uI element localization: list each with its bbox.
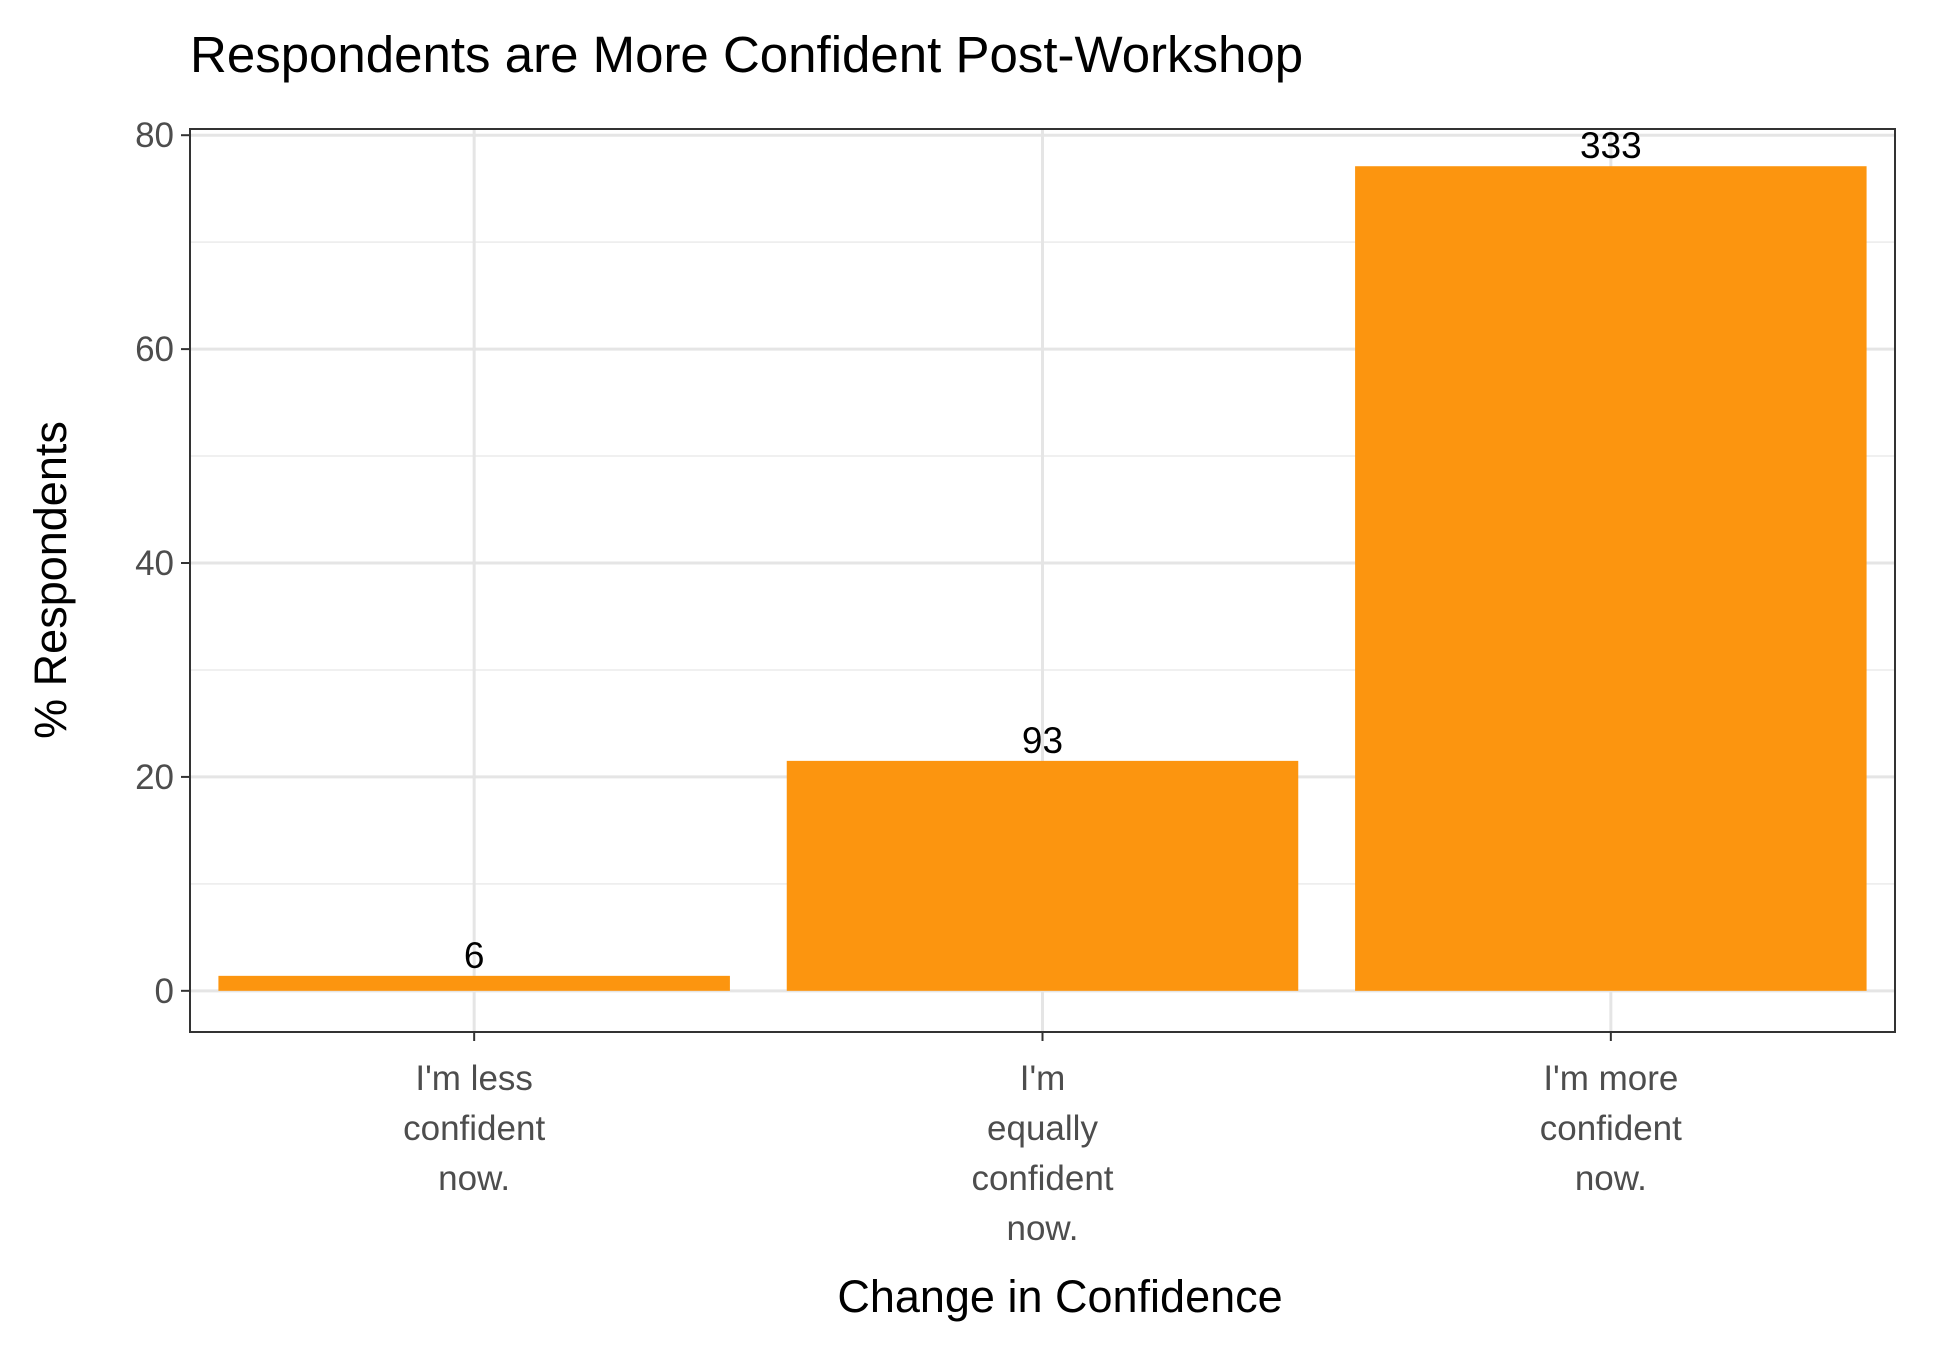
y-tick-label: 0 — [155, 972, 174, 1011]
bar-count-label: 333 — [1580, 125, 1642, 166]
bar-count-label: 6 — [464, 935, 485, 976]
bar — [1355, 166, 1867, 991]
chart-title: Respondents are More Confident Post-Work… — [190, 26, 1303, 83]
bar — [786, 760, 1299, 991]
y-tick-label: 40 — [135, 544, 174, 583]
y-tick-label: 60 — [135, 330, 174, 369]
x-tick-label: I'm equally confident now. — [971, 1059, 1113, 1248]
x-tick-label: I'm more confident now. — [1540, 1059, 1682, 1198]
x-axis-title: Change in Confidence — [837, 1271, 1282, 1322]
x-tick-label: I'm less confident now. — [403, 1059, 545, 1198]
bar — [218, 975, 730, 991]
y-axis-title: % Respondents — [25, 421, 76, 739]
plot-border — [189, 128, 1896, 1033]
bar-count-label: 93 — [1022, 720, 1063, 761]
y-tick-label: 80 — [135, 116, 174, 155]
y-tick-label: 20 — [135, 758, 174, 797]
